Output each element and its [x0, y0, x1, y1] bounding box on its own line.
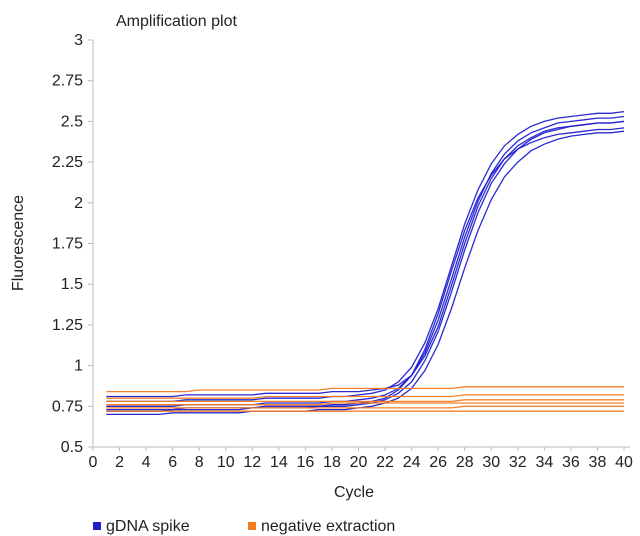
x-tick-label: 22 [376, 454, 394, 471]
y-axis-label: Fluorescence [10, 195, 27, 291]
x-tick-label: 36 [562, 454, 580, 471]
x-tick-label: 0 [89, 454, 98, 471]
x-tick-label: 10 [217, 454, 235, 471]
series-line [106, 130, 625, 416]
legend-label: negative extraction [261, 518, 395, 535]
legend-swatch [93, 522, 101, 530]
x-tick-label: 40 [615, 454, 633, 471]
y-tick-label: 2.25 [52, 154, 83, 171]
x-axis-label: Cycle [334, 484, 374, 501]
x-tick-label: 32 [509, 454, 527, 471]
chart-title: Amplification plot [116, 13, 238, 30]
x-tick-label: 20 [350, 454, 368, 471]
y-tick-label: 3 [74, 32, 83, 49]
y-tick-label: 1 [74, 358, 83, 375]
x-tick-label: 16 [297, 454, 315, 471]
y-tick-label: 1.25 [52, 317, 83, 334]
series-line [106, 394, 624, 399]
y-tick-label: 1.75 [52, 236, 83, 253]
series-line [106, 115, 625, 407]
legend: gDNA spike negative extraction [93, 518, 395, 535]
y-tick-label: 2.75 [52, 73, 83, 90]
x-tick-label: 26 [429, 454, 447, 471]
legend-swatch [248, 522, 256, 530]
x-ticks: 0 2 4 6 8 10 12 14 16 18 20 22 24 26 28 30 32 34 36 38 40 [89, 447, 633, 471]
series-gdna-spike [106, 110, 625, 416]
series-line [106, 405, 624, 409]
x-tick-label: 38 [589, 454, 607, 471]
x-tick-label: 24 [403, 454, 421, 471]
x-tick-label: 4 [142, 454, 151, 471]
series-line [106, 110, 625, 403]
x-tick-label: 2 [115, 454, 124, 471]
series-line [106, 120, 625, 412]
series-line [106, 399, 624, 403]
series-negative-extraction [106, 386, 624, 412]
y-ticks: 0.5 0.75 1 1.25 1.5 1.75 2 2.25 2.5 2.75 3 [52, 32, 93, 456]
y-tick-label: 1.5 [61, 276, 83, 293]
x-tick-label: 8 [195, 454, 204, 471]
x-tick-label: 30 [482, 454, 500, 471]
legend-label: gDNA spike [106, 518, 190, 535]
series-line [106, 402, 624, 406]
y-tick-label: 0.5 [61, 439, 83, 456]
series-line [106, 127, 625, 411]
x-tick-label: 18 [323, 454, 341, 471]
x-tick-label: 14 [270, 454, 288, 471]
series-line [106, 386, 624, 393]
plot-lines [106, 110, 625, 416]
x-tick-label: 28 [456, 454, 474, 471]
y-tick-label: 2.5 [61, 113, 83, 130]
x-tick-label: 6 [168, 454, 177, 471]
x-tick-label: 34 [535, 454, 553, 471]
y-tick-label: 2 [74, 195, 83, 212]
y-tick-label: 0.75 [52, 398, 83, 415]
series-line [106, 120, 625, 398]
x-tick-label: 12 [243, 454, 261, 471]
